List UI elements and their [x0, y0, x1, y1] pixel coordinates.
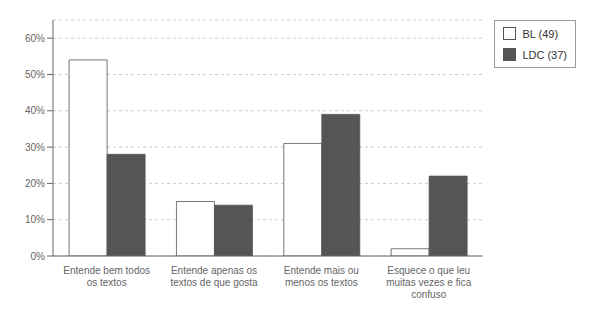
- svg-text:Entende mais oumenos os textos: Entende mais oumenos os textos: [284, 265, 359, 288]
- svg-text:30%: 30%: [25, 142, 45, 153]
- svg-text:10%: 10%: [25, 214, 45, 225]
- svg-text:50%: 50%: [25, 69, 45, 80]
- svg-text:Esquece o que leumuitas vezes: Esquece o que leumuitas vezes e ficaconf…: [386, 265, 471, 300]
- svg-text:40%: 40%: [25, 105, 45, 116]
- svg-text:0%: 0%: [31, 251, 46, 262]
- svg-text:Entende bem todosos textos: Entende bem todosos textos: [63, 265, 150, 288]
- html-text:BL (49): BL (49): [522, 27, 558, 40]
- svg-text:Entende apenas ostextos de que: Entende apenas ostextos de que gosta: [170, 265, 258, 288]
- svg-text:60%: 60%: [25, 33, 45, 44]
- html-text:LDC (37): LDC (37): [522, 48, 567, 61]
- svg-text:20%: 20%: [25, 178, 45, 189]
